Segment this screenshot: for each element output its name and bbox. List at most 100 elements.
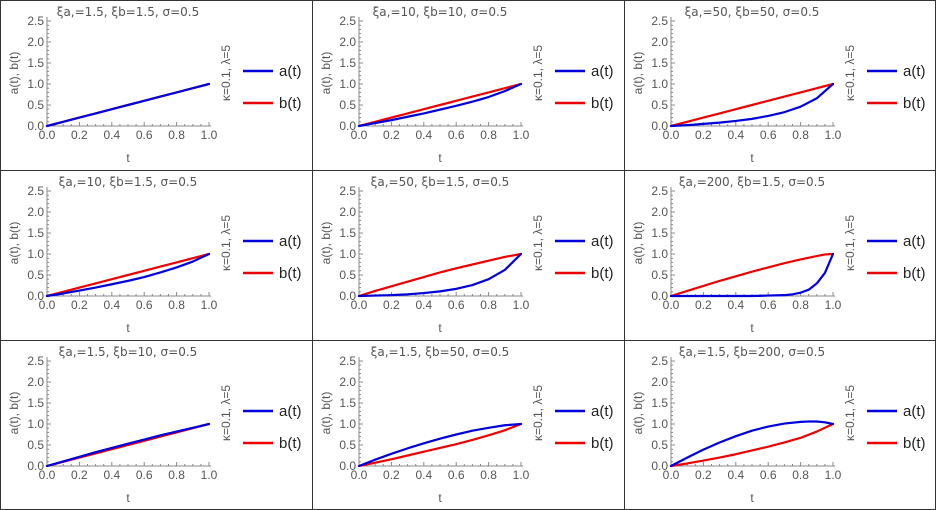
y-axis-label: a(t), b(t) [319, 222, 333, 265]
y-tick-label: 2.5 [651, 354, 668, 368]
x-tick-label: 1.0 [201, 128, 218, 142]
x-tick-label: 1.0 [825, 468, 842, 482]
chart-svg: ξa,=10, ξb=10, σ=0.5 0.0 0.2 0.4 0.6 0.8 1.0 0.… [319, 5, 614, 165]
series-line-a [357, 422, 523, 468]
y-tick-label: 0.0 [27, 289, 44, 303]
x-tick-label: 0.4 [103, 128, 120, 142]
y-tick-label: 1.5 [651, 226, 668, 240]
series-line-b [357, 82, 523, 128]
y-tick-label: 1.0 [339, 417, 356, 431]
y-tick-label: 1.0 [651, 417, 668, 431]
x-tick-label: 0.0 [663, 128, 680, 142]
x-tick-label: 0.6 [136, 468, 153, 482]
legend-label-b: b(t) [903, 95, 926, 112]
chart-title: ξa,=1.5, ξb=200, σ=0.5 [679, 345, 825, 359]
y-axis-label: a(t), b(t) [631, 52, 645, 95]
series-line-b [669, 422, 835, 468]
legend-label-a: a(t) [279, 403, 302, 420]
chart-title: ξa,=1.5, ξb=10, σ=0.5 [59, 345, 198, 359]
legend-label-b: b(t) [903, 435, 926, 452]
legend-label-a: a(t) [903, 403, 926, 420]
x-axis-label: t [750, 151, 754, 165]
x-axis-label: t [750, 491, 754, 505]
x-tick-label: 0.8 [792, 128, 809, 142]
y-tick-label: 2.5 [339, 354, 356, 368]
chart-svg: ξa,=10, ξb=1.5, σ=0.5 0.0 0.2 0.4 0.6 0.8 1.0 0… [7, 175, 302, 335]
chart-svg: ξa,=50, ξb=50, σ=0.5 0.0 0.2 0.4 0.6 0.8 1.0 0.… [631, 5, 926, 165]
y-tick-label: 1.0 [27, 247, 44, 261]
y-tick-label: 0.5 [339, 268, 356, 282]
legend-label-b: b(t) [279, 435, 302, 452]
x-axis-label: t [438, 491, 442, 505]
y-axis-label: a(t), b(t) [631, 222, 645, 265]
y-tick-label: 1.0 [27, 417, 44, 431]
side-parameter-label: κ=0.1, λ=5 [219, 385, 233, 441]
series-line-a [357, 252, 523, 298]
series-line-b [357, 422, 523, 468]
legend-label-b: b(t) [591, 95, 614, 112]
y-tick-label: 1.5 [339, 396, 356, 410]
y-tick-label: 1.5 [339, 226, 356, 240]
y-tick-label: 0.5 [651, 268, 668, 282]
chart-title: ξa,=1.5, ξb=1.5, σ=0.5 [57, 5, 199, 19]
chart-svg: ξa,=1.5, ξb=10, σ=0.5 0.0 0.2 0.4 0.6 0.8 1.0 0… [7, 345, 302, 505]
y-tick-label: 2.0 [27, 205, 44, 219]
y-axis-label: a(t), b(t) [631, 392, 645, 435]
x-tick-label: 0.6 [448, 298, 465, 312]
chart-title: ξa,=50, ξb=50, σ=0.5 [685, 5, 820, 19]
x-tick-label: 0.0 [663, 468, 680, 482]
legend-label-b: b(t) [279, 265, 302, 282]
x-tick-label: 0.8 [792, 298, 809, 312]
series-line-a [669, 420, 835, 468]
y-tick-label: 0.0 [339, 289, 356, 303]
x-axis-label: t [438, 321, 442, 335]
x-tick-label: 0.8 [480, 298, 497, 312]
chart-panel: ξa,=50, ξb=50, σ=0.5 0.0 0.2 0.4 0.6 0.8 1.0 0.… [624, 0, 936, 171]
x-tick-label: 0.6 [448, 128, 465, 142]
x-tick-label: 0.0 [351, 468, 368, 482]
y-axis-label: a(t), b(t) [319, 52, 333, 95]
y-tick-label: 2.0 [651, 205, 668, 219]
x-tick-label: 0.2 [71, 128, 88, 142]
series-line-a [45, 82, 211, 128]
x-tick-label: 1.0 [825, 298, 842, 312]
x-tick-label: 1.0 [513, 298, 530, 312]
legend-label-b: b(t) [591, 265, 614, 282]
x-tick-label: 0.8 [168, 128, 185, 142]
series-line-a [45, 422, 211, 468]
chart-svg: ξa,=1.5, ξb=1.5, σ=0.5 0.0 0.2 0.4 0.6 0.8 1.0… [7, 5, 302, 165]
x-tick-label: 0.6 [136, 298, 153, 312]
x-tick-label: 0.2 [383, 128, 400, 142]
legend-label-a: a(t) [903, 233, 926, 250]
chart-panel: ξa,=50, ξb=1.5, σ=0.5 0.0 0.2 0.4 0.6 0.8 1.0 0… [312, 170, 625, 341]
x-tick-label: 1.0 [513, 128, 530, 142]
x-tick-label: 0.4 [103, 298, 120, 312]
x-tick-label: 0.4 [415, 128, 432, 142]
y-tick-label: 1.5 [651, 396, 668, 410]
y-tick-label: 0.5 [27, 268, 44, 282]
x-tick-label: 1.0 [201, 298, 218, 312]
x-tick-label: 0.4 [727, 128, 744, 142]
x-axis-label: t [438, 151, 442, 165]
chart-panel: ξa,=10, ξb=10, σ=0.5 0.0 0.2 0.4 0.6 0.8 1.0 0.… [312, 0, 625, 171]
legend-label-a: a(t) [279, 233, 302, 250]
y-tick-label: 1.5 [339, 56, 356, 70]
x-tick-label: 0.0 [351, 128, 368, 142]
y-tick-label: 2.5 [27, 14, 44, 28]
y-tick-label: 2.0 [27, 35, 44, 49]
x-tick-label: 0.2 [695, 468, 712, 482]
y-axis-label: a(t), b(t) [7, 52, 21, 95]
side-parameter-label: κ=0.1, λ=5 [531, 215, 545, 271]
y-tick-label: 2.5 [339, 14, 356, 28]
legend-label-a: a(t) [279, 63, 302, 80]
x-tick-label: 1.0 [825, 128, 842, 142]
y-tick-label: 1.5 [27, 226, 44, 240]
legend-label-a: a(t) [591, 403, 614, 420]
series-line-a [357, 82, 523, 128]
x-tick-label: 0.4 [727, 468, 744, 482]
series-line-b [357, 252, 523, 298]
side-parameter-label: κ=0.1, λ=5 [531, 45, 545, 101]
y-axis-label: a(t), b(t) [319, 392, 333, 435]
y-tick-label: 0.5 [27, 438, 44, 452]
